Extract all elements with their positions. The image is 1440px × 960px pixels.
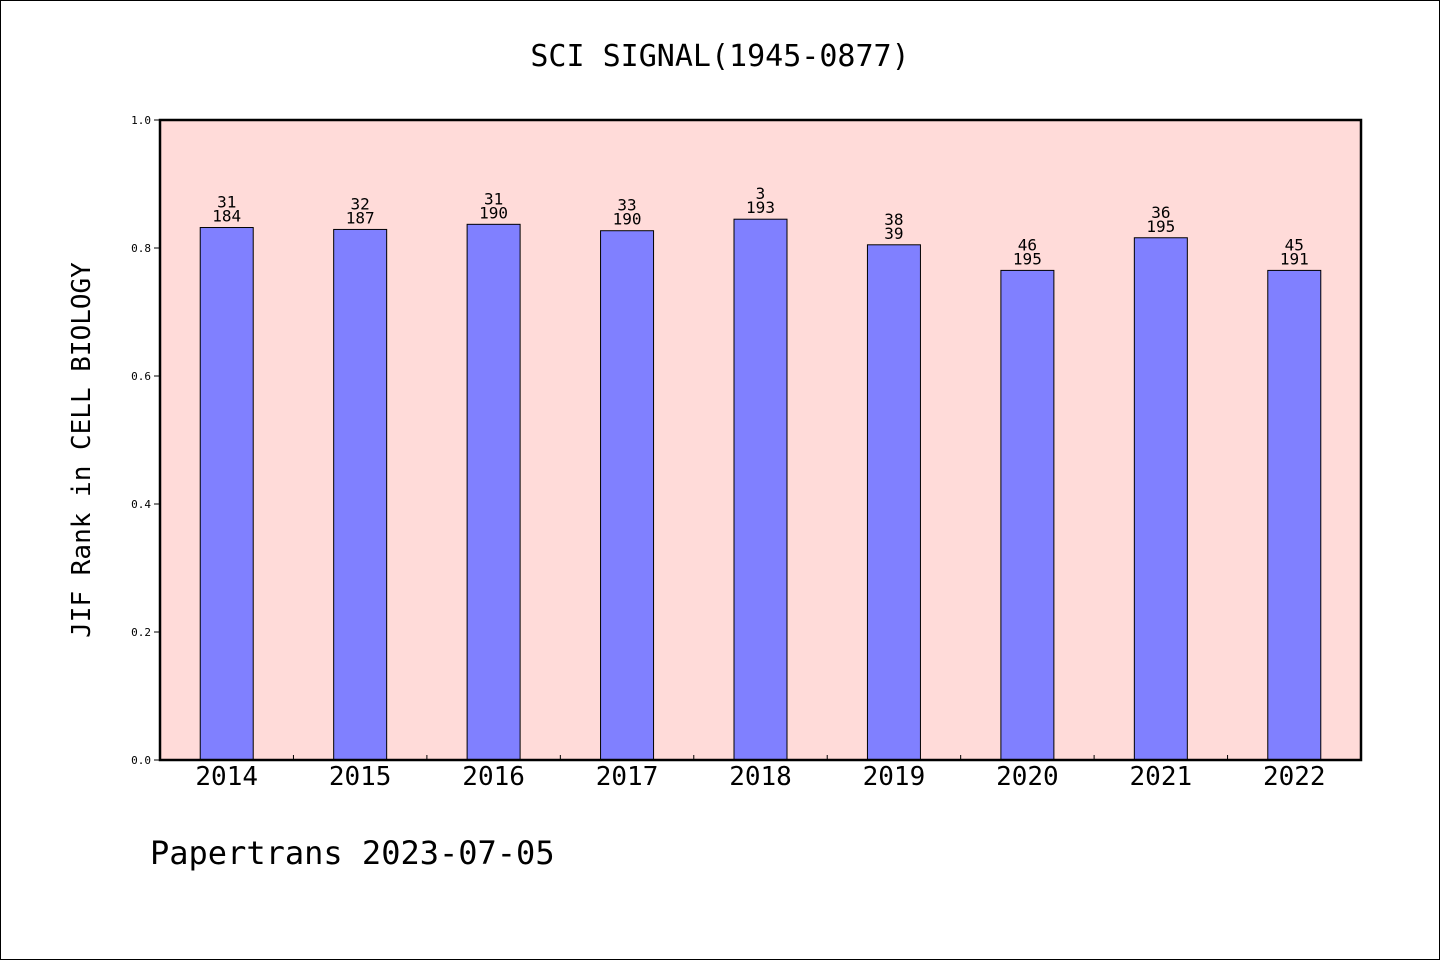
bar-label-top-2015: 32 xyxy=(351,194,370,213)
bar-2014 xyxy=(199,227,254,761)
y-tick-label-0.0: 0.0 xyxy=(131,754,151,767)
bar-2021 xyxy=(1133,237,1188,761)
bar-label-bottom-2021: 195 xyxy=(1146,217,1175,236)
bar-label-top-2018: 3 xyxy=(756,184,766,203)
bar-label-bottom-2022: 191 xyxy=(1280,249,1309,268)
x-tick-label-2014: 2014 xyxy=(195,762,258,792)
bar-2017 xyxy=(600,230,655,761)
bar-label-top-2014: 31 xyxy=(217,193,236,212)
bar-label-top-2019: 38 xyxy=(884,210,903,229)
x-tick-label-2022: 2022 xyxy=(1263,762,1326,792)
x-tick-label-2020: 2020 xyxy=(996,762,1059,792)
plot-border xyxy=(158,118,1363,762)
x-tick-label-2019: 2019 xyxy=(863,762,926,792)
bar-label-top-2022: 45 xyxy=(1285,235,1304,254)
bar-label-bottom-2014: 184 xyxy=(212,207,241,226)
x-tick-label-2018: 2018 xyxy=(729,762,792,792)
y-tick-label-0.8: 0.8 xyxy=(131,242,151,255)
bar-2020 xyxy=(1000,269,1055,761)
x-tick-label-2015: 2015 xyxy=(329,762,392,792)
ticks-layer: 2014 2015 2016 2017 2018 2019 2020 2021 2022 0.0 0… xyxy=(131,114,1325,792)
y-tick-label-1.0: 1.0 xyxy=(131,114,151,127)
bar-2022 xyxy=(1267,269,1322,761)
bar-label-bottom-2020: 195 xyxy=(1013,249,1042,268)
y-axis-label: JIF Rank in CELL BIOLOGY xyxy=(67,262,97,638)
y-tick-label-0.4: 0.4 xyxy=(131,498,151,511)
bar-2016 xyxy=(466,223,521,761)
bar-label-top-2016: 31 xyxy=(484,189,503,208)
x-tick-label-2021: 2021 xyxy=(1130,762,1193,792)
x-tick-label-2016: 2016 xyxy=(462,762,525,792)
bar-2019 xyxy=(866,244,921,761)
bar-label-bottom-2019: 39 xyxy=(884,224,903,243)
footer-credit: Papertrans 2023-07-05 xyxy=(150,834,555,872)
x-tick-label-2017: 2017 xyxy=(596,762,659,792)
bar-2015 xyxy=(333,228,388,761)
bar-label-bottom-2017: 190 xyxy=(613,210,642,229)
bar-label-top-2017: 33 xyxy=(617,196,636,215)
y-tick-label-0.2: 0.2 xyxy=(131,626,151,639)
bar-label-bottom-2016: 190 xyxy=(479,203,508,222)
bar-label-top-2021: 36 xyxy=(1151,203,1170,222)
chart-title: SCI SIGNAL(1945-0877) xyxy=(530,39,909,74)
y-tick-label-0.6: 0.6 xyxy=(131,370,151,383)
bar-label-top-2020: 46 xyxy=(1018,235,1037,254)
bar-label-bottom-2015: 187 xyxy=(346,208,375,227)
bar-label-bottom-2018: 193 xyxy=(746,198,775,217)
bar-2018 xyxy=(733,218,788,761)
